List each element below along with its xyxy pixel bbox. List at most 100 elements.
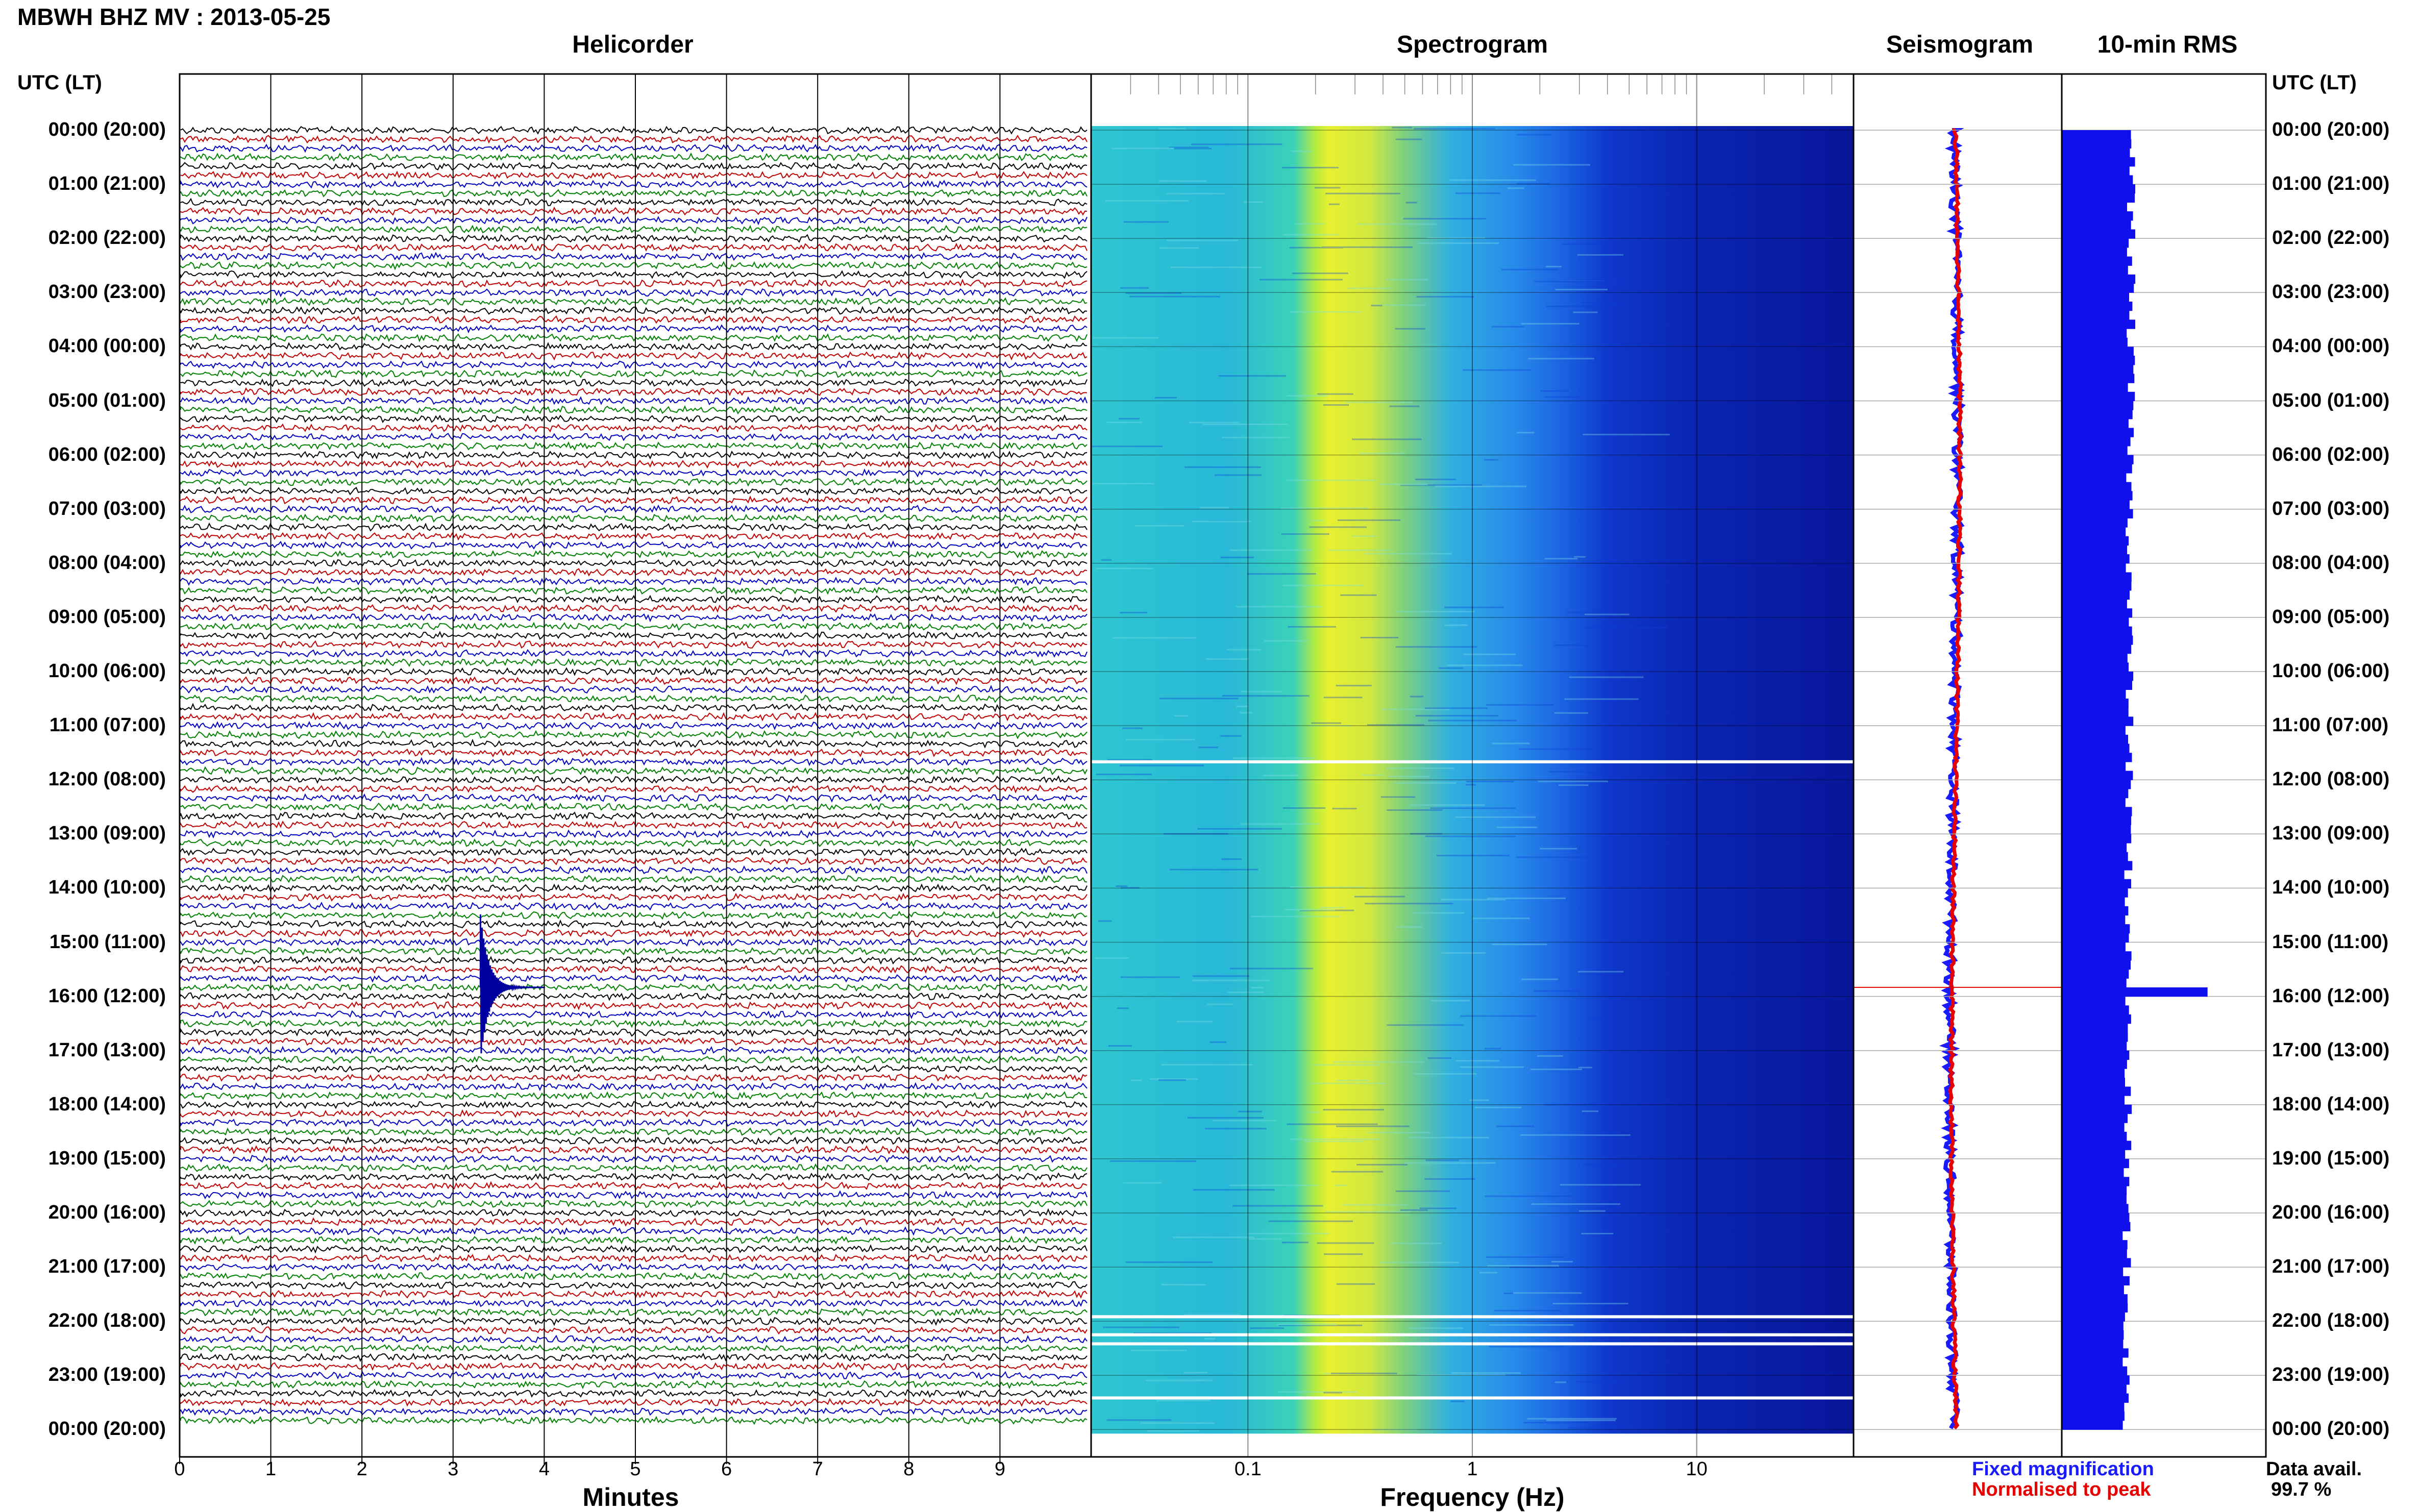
helicorder-trace-109 [180,1109,1088,1119]
spectrogram-streak-216 [1103,1326,1179,1328]
helicorder-trace-143 [180,1416,1088,1425]
spectrogram-streak-7 [1576,1380,1624,1382]
spectrogram-streak-263 [1263,775,1298,777]
rms-bar-128 [2062,1285,2124,1295]
rms-bar-139 [2062,1384,2127,1394]
spectrogram-streak-270 [1336,1079,1370,1081]
rms-bar-69 [2062,753,2132,762]
spectrogram-streak-240 [1325,192,1400,194]
spectrogram-streak-26 [1164,833,1228,835]
row-label-r-22: 22:00 (18:00) [2272,1310,2390,1332]
row-label-r-6: 06:00 (02:00) [2272,443,2390,465]
rms-bar-67 [2062,734,2128,745]
spectrogram-streak-210 [1356,223,1437,225]
rms-bar-132 [2062,1321,2124,1331]
spectrogram-streak-202 [1546,306,1608,307]
spectrogram-streak-316 [1107,759,1153,761]
helicorder-trace-95 [180,983,1088,992]
spectrogram-streak-259 [1166,192,1225,194]
spectrogram-streak-21 [1560,280,1605,282]
row-label-l-21: 21:00 (17:00) [48,1256,166,1278]
row-label-l-14: 14:00 (10:00) [48,877,166,899]
helicorder-trace-117 [180,1181,1088,1191]
spectrogram-streak-218 [1513,164,1590,166]
spectrogram-streak-70 [1354,896,1405,898]
spectrogram-streak-299 [1240,823,1320,825]
spectrogram-streak-56 [1403,218,1486,220]
helicorder-trace-19 [180,297,1088,306]
spectrogram-streak-98 [1413,912,1465,914]
rms-bar-63 [2062,699,2129,708]
spectrogram-streak-104 [1449,179,1536,181]
helicorder-trace-32 [180,414,1088,424]
spectrogram-streak-69 [1283,909,1336,910]
spectrogram-streak-83 [1131,1349,1187,1351]
helicorder-trace-113 [180,1145,1088,1155]
spectrogram-streak-205 [1156,1400,1211,1402]
spectrogram-streak-145 [1400,1209,1428,1211]
spectrogram-streak-161 [1451,624,1468,626]
spectrogram-streak-186 [1546,1419,1616,1421]
rms-bar-137 [2062,1366,2128,1376]
helicorder-trace-50 [180,577,1088,586]
rms-bar-84 [2062,888,2128,898]
helicorder-trace-126 [180,1262,1088,1272]
spectrogram-streak-237 [1491,326,1524,328]
spectrogram-streak-249 [1215,474,1262,476]
rms-bar-62 [2062,689,2126,699]
row-label-l-4: 04:00 (00:00) [48,335,166,357]
spectrogram-streak-87 [1119,418,1140,419]
row-label-l-12: 12:00 (08:00) [48,769,166,790]
spectrogram-streak-267 [1191,143,1282,145]
helicorder-trace-87 [180,910,1088,920]
spectrogram-streak-313 [1282,234,1339,236]
rms-bar-106 [2062,1086,2131,1096]
spectrogram-streak-222 [1111,147,1174,150]
minute-tick-0: 0 [174,1458,185,1480]
spectrogram-streak-91 [1510,1267,1592,1269]
rms-bar-80 [2062,852,2128,861]
helicorder-trace-42 [180,504,1088,514]
helicorder-trace-77 [180,820,1088,829]
row-label-r-5: 05:00 (01:00) [2272,389,2390,411]
spectrogram-streak-231 [1455,1060,1500,1062]
spectrogram-streak-242 [1472,918,1530,920]
spectrogram-streak-183 [1220,556,1254,558]
rms-bar-30 [2062,401,2134,410]
spectrogram-streak-310 [1485,1195,1573,1197]
helicorder-trace-123 [180,1235,1088,1245]
helicorder-trace-63 [180,694,1088,703]
rms-bar-96 [2062,996,2126,1006]
spectrogram-streak-141 [1154,396,1177,399]
seismogram-normalised [1947,128,1963,1430]
rms-bar-76 [2062,815,2132,826]
spectrogram-streak-101 [1322,246,1413,248]
spectrogram-streak-166 [1441,952,1486,954]
rms-bar-11 [2062,229,2135,239]
helicorder-trace-45 [180,532,1088,541]
panel-frame-3 [2061,73,2267,1458]
spectrogram-streak-121 [1527,1418,1617,1420]
helicorder-trace-115 [180,1163,1088,1173]
rms-bar-105 [2062,1077,2125,1087]
row-label-r-4: 04:00 (00:00) [2272,335,2390,357]
spectrogram-gap-3 [1091,1342,1854,1346]
spectrogram-streak-128 [1295,223,1325,225]
rms-bar-87 [2062,915,2126,925]
spectrogram-streak-188 [1567,611,1613,613]
rms-bar-40 [2062,491,2133,501]
helicorder-trace-134 [180,1334,1088,1344]
frequency-axis-label: Frequency (Hz) [1380,1483,1565,1511]
helicorder-trace-40 [180,486,1088,496]
spectrogram-streak-238 [1192,520,1251,523]
spectrogram-streak-51 [1332,808,1357,810]
helicorder-trace-69 [180,748,1088,757]
spectrogram-streak-143 [1430,807,1516,809]
rms-bar-20 [2062,310,2130,320]
spectrogram-streak-46 [1304,1141,1364,1143]
rms-bar-110 [2062,1123,2125,1132]
spectrogram-streak-247 [1521,323,1579,325]
spectrogram-title: Spectrogram [1396,31,1548,58]
helicorder-trace-16 [180,270,1088,279]
spectrogram-streak-114 [1169,146,1209,148]
